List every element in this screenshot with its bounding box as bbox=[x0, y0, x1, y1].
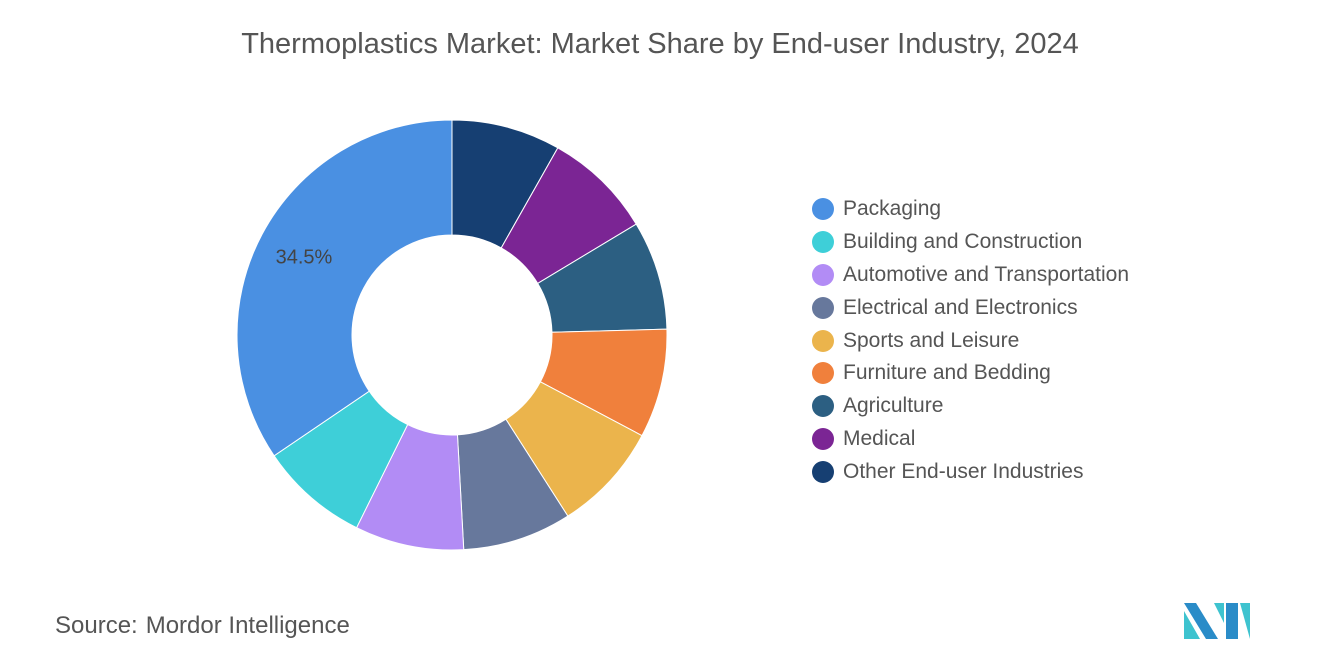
legend: Packaging Building and Construction Automo… bbox=[812, 193, 1129, 488]
legend-label: Packaging bbox=[843, 197, 942, 221]
legend-label: Automotive and Transportation bbox=[843, 262, 1130, 286]
legend-swatch bbox=[812, 198, 834, 221]
legend-item: Other End-user Industries bbox=[812, 455, 1129, 488]
legend-item: Packaging bbox=[812, 193, 1129, 226]
legend-swatch bbox=[812, 427, 834, 450]
legend-swatch bbox=[812, 329, 834, 352]
legend-label: Agriculture bbox=[843, 394, 944, 418]
legend-label: Other End-user Industries bbox=[843, 459, 1084, 483]
chart-title: Thermoplastics Market: Market Share by E… bbox=[241, 28, 1079, 60]
legend-item: Electrical and Electronics bbox=[812, 291, 1129, 324]
legend-item: Medical bbox=[812, 423, 1129, 456]
legend-swatch bbox=[812, 296, 834, 319]
legend-item: Building and Construction bbox=[812, 226, 1129, 259]
source-value: Mordor Intelligence bbox=[145, 612, 350, 639]
donut-chart: 34.5% bbox=[236, 119, 668, 551]
legend-label: Sports and Leisure bbox=[843, 328, 1020, 352]
legend-label: Furniture and Bedding bbox=[843, 361, 1051, 385]
legend-item: Automotive and Transportation bbox=[812, 259, 1129, 292]
slice-packaging bbox=[236, 119, 453, 457]
legend-item: Agriculture bbox=[812, 390, 1129, 423]
legend-label: Building and Construction bbox=[843, 230, 1083, 254]
mordor-intelligence-logo bbox=[1184, 603, 1250, 639]
legend-swatch bbox=[812, 362, 834, 385]
legend-label: Medical bbox=[843, 426, 916, 450]
legend-swatch bbox=[812, 231, 834, 254]
source-label: Source: bbox=[55, 612, 138, 639]
legend-label: Electrical and Electronics bbox=[843, 295, 1078, 319]
legend-swatch bbox=[812, 263, 834, 286]
legend-item: Furniture and Bedding bbox=[812, 357, 1129, 390]
legend-item: Sports and Leisure bbox=[812, 324, 1129, 357]
legend-swatch bbox=[812, 460, 834, 483]
legend-swatch bbox=[812, 395, 834, 418]
data-label: 34.5% bbox=[276, 247, 333, 269]
source-note: Source: Mordor Intelligence bbox=[55, 612, 350, 640]
